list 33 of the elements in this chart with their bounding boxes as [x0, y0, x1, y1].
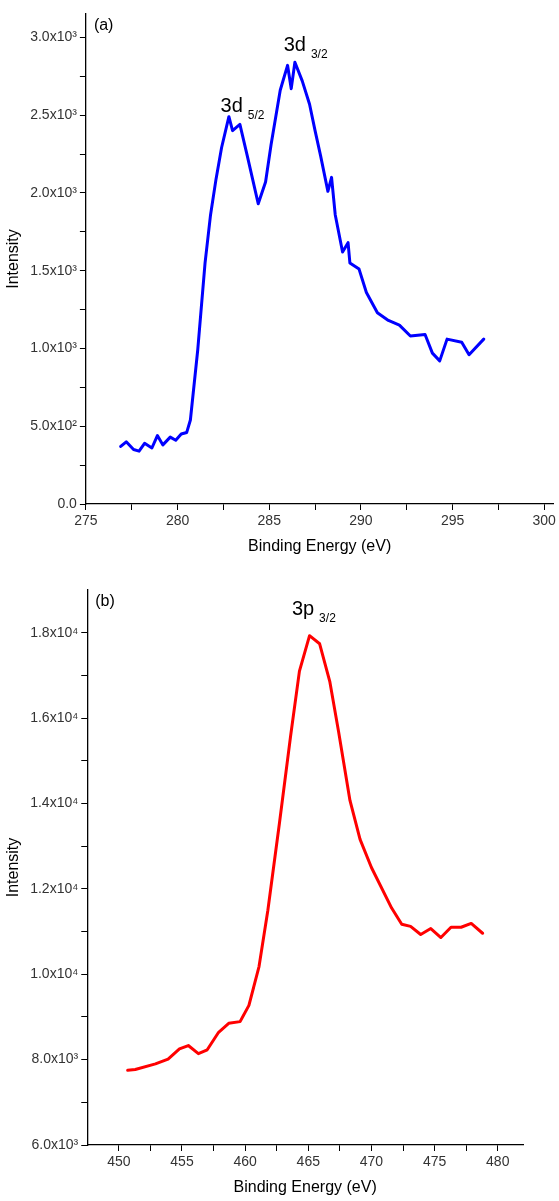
y-tick-label: 2.5x10³: [30, 105, 78, 122]
annotation: (a): [93, 16, 114, 33]
y-tick-label: 5.0x10²: [30, 417, 78, 434]
y-tick-label: 6.0x10³: [31, 1135, 79, 1152]
x-axis-title: Binding Energy (eV): [248, 536, 392, 554]
x-tick-label: 275: [74, 512, 98, 529]
x-tick-label: 455: [170, 1153, 194, 1170]
x-tick-label: 465: [296, 1153, 321, 1170]
x-tick-label: 475: [422, 1153, 447, 1170]
x-tick-label: 285: [257, 512, 282, 529]
y-tick-label: 1.6x10⁴: [30, 708, 79, 725]
y-tick-label: 1.8x10⁴: [30, 623, 79, 640]
x-tick-label: 470: [359, 1153, 384, 1170]
x-tick-label: 290: [349, 512, 373, 529]
y-tick-label: 1.0x10³: [30, 339, 78, 356]
y-axis-title: Intensity: [4, 837, 22, 898]
x-tick-label: 300: [532, 512, 557, 529]
x-axis-title: Binding Energy (eV): [233, 1177, 377, 1195]
y-tick-label: 1.0x10⁴: [30, 965, 79, 982]
y-axis-title: Intensity: [4, 229, 22, 289]
x-tick-label: 280: [165, 512, 190, 529]
x-tick-label: 450: [107, 1153, 131, 1170]
x-tick-label: 480: [486, 1153, 510, 1170]
y-tick-label: 1.4x10⁴: [30, 794, 79, 811]
y-tick-label: 2.0x10³: [30, 183, 78, 200]
y-tick-label: 1.2x10⁴: [30, 879, 79, 896]
x-tick-label: 460: [233, 1153, 258, 1170]
y-tick-label: 8.0x10³: [31, 1050, 79, 1067]
y-tick-label: 3.0x10³: [30, 28, 78, 45]
y-tick-label: 1.5x10³: [30, 261, 78, 278]
x-tick-label: 295: [440, 512, 465, 529]
annotation: (b): [95, 592, 115, 609]
y-tick-label: 0.0: [57, 494, 78, 511]
